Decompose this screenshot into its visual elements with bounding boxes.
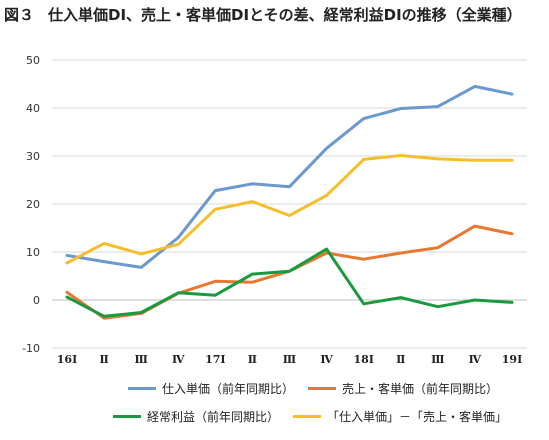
legend-item-purchase-price: 仕入単価（前年同期比）: [128, 380, 294, 397]
y-tick-label: 20: [26, 198, 40, 211]
x-tick-label: Ⅲ: [283, 353, 296, 366]
legend-label-ordinary-profit: 経常利益（前年同期比）: [147, 410, 280, 424]
y-tick-label: 40: [26, 102, 40, 115]
y-tick-label: 50: [26, 54, 40, 67]
legend-swatch-sales-unit-price: [308, 387, 336, 390]
y-axis-ticks: -10 0 10 20 30 40 50: [22, 54, 40, 355]
x-tick-label: Ⅳ: [469, 353, 482, 366]
x-axis-ticks: 16Ⅰ Ⅱ Ⅲ Ⅳ 17Ⅰ Ⅱ Ⅲ Ⅳ 18Ⅰ Ⅱ Ⅲ Ⅳ 19Ⅰ: [57, 353, 522, 366]
series-line-3: [65, 154, 514, 265]
y-tick-label: 30: [26, 150, 40, 163]
legend-swatch-price-gap: [293, 415, 321, 418]
legend-item-sales-unit-price: 売上・客単価（前年同期比）: [308, 380, 498, 397]
x-tick-label: Ⅱ: [99, 353, 108, 366]
series-line-0: [65, 84, 514, 269]
legend-item-ordinary-profit: 経常利益（前年同期比）: [113, 408, 279, 425]
x-tick-label: Ⅲ: [431, 353, 444, 366]
y-tick-label: 0: [33, 294, 40, 307]
legend-label-price-gap: 「仕入単価」－「売上・客単価」: [327, 410, 508, 424]
legend-item-price-gap: 「仕入単価」－「売上・客単価」: [293, 408, 507, 425]
x-tick-label: Ⅳ: [172, 353, 185, 366]
series-lines: [65, 84, 514, 320]
legend-swatch-ordinary-profit: [113, 415, 141, 418]
x-tick-label: Ⅳ: [320, 353, 333, 366]
x-tick-label: 18Ⅰ: [353, 353, 373, 366]
x-tick-label: Ⅱ: [396, 353, 405, 366]
x-tick-label: 17Ⅰ: [205, 353, 225, 366]
x-tick-label: 16Ⅰ: [57, 353, 77, 366]
chart-title: 図３ 仕入単価DI、売上・客単価DIとその差、経常利益DIの推移（全業種）: [4, 4, 522, 25]
legend-label-purchase-price: 仕入単価（前年同期比）: [162, 382, 295, 396]
y-tick-label: 10: [26, 246, 40, 259]
legend-swatch-purchase-price: [128, 387, 156, 390]
x-tick-label: 19Ⅰ: [502, 353, 522, 366]
series-line-2: [65, 247, 514, 318]
x-tick-label: Ⅱ: [248, 353, 257, 366]
y-tick-label: -10: [22, 342, 40, 355]
x-tick-label: Ⅲ: [134, 353, 147, 366]
figure-number: 図３: [4, 6, 35, 24]
legend-label-sales-unit-price: 売上・客単価（前年同期比）: [342, 382, 499, 396]
title-text: 仕入単価DI、売上・客単価DIとその差、経常利益DIの推移（全業種）: [48, 6, 522, 24]
